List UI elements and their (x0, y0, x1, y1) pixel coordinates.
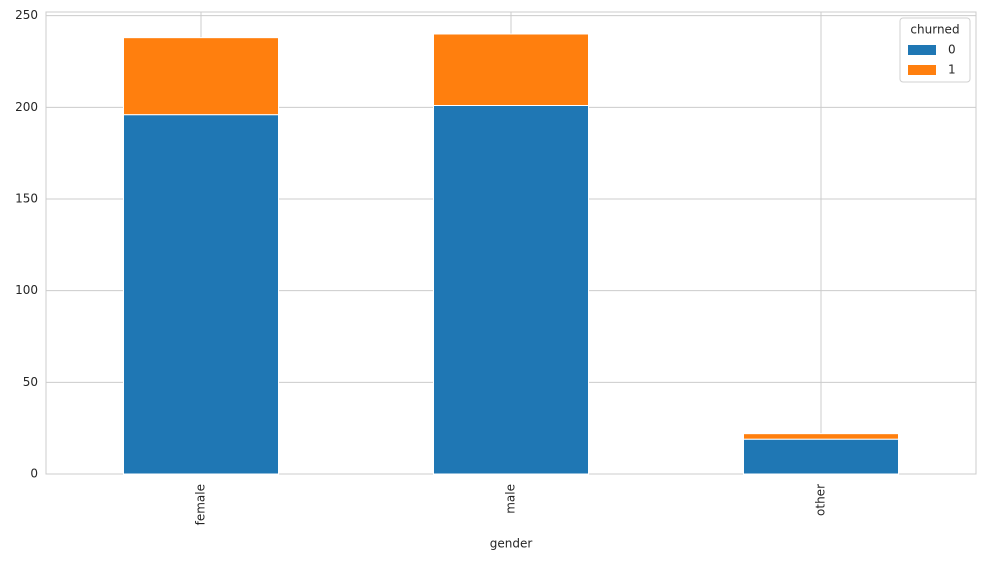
y-tick-label: 50 (23, 375, 38, 389)
bar (743, 433, 899, 440)
legend: churned 0 1 (899, 17, 971, 83)
bar (433, 33, 589, 106)
x-tick-label: female (194, 484, 208, 525)
y-tick-label: 250 (15, 8, 38, 22)
x-tick-label: male (504, 484, 518, 514)
legend-title: churned (910, 23, 959, 37)
legend-swatch (908, 45, 936, 55)
y-tick-label: 100 (15, 283, 38, 297)
bar (743, 438, 899, 475)
y-tick-label: 200 (15, 100, 38, 114)
x-tick-label: other (814, 484, 828, 516)
y-tick-label: 150 (15, 192, 38, 206)
bar (123, 37, 279, 116)
bar (433, 105, 589, 475)
legend-label: 0 (948, 43, 956, 57)
y-tick-label: 0 (30, 467, 38, 481)
legend-swatch (908, 65, 936, 75)
legend-label: 1 (948, 63, 956, 77)
bar (123, 114, 279, 475)
x-axis-label: gender (490, 537, 533, 551)
